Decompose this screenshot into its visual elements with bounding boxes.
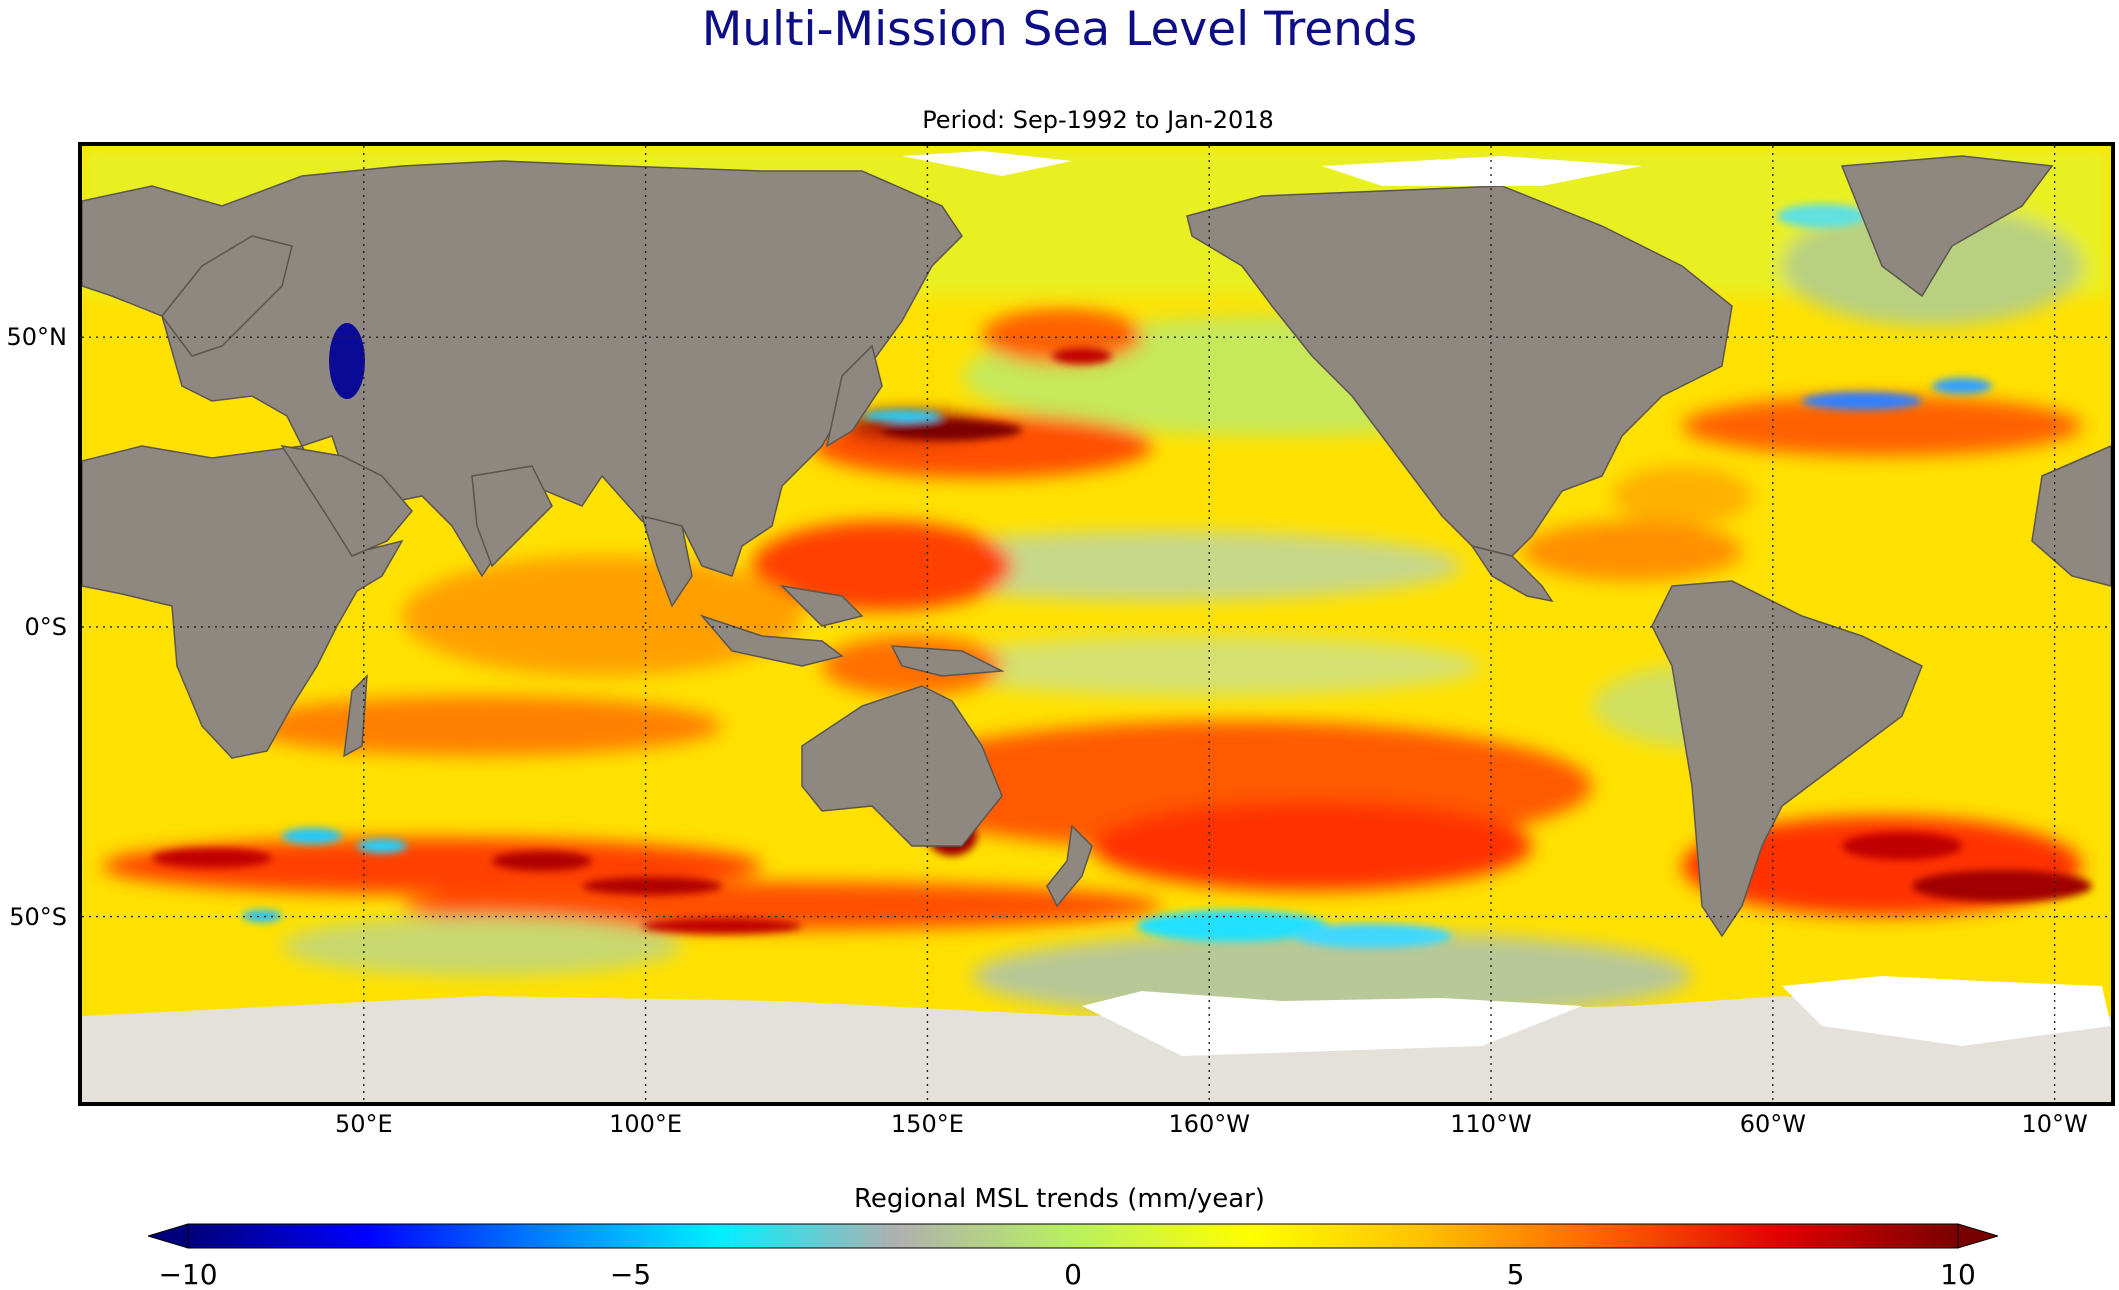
colorbar-extend-max bbox=[1957, 1223, 1998, 1249]
caspian-sea bbox=[329, 323, 365, 399]
colorbar-gradient bbox=[187, 1223, 1959, 1249]
latitude-label: 50°N bbox=[6, 323, 68, 352]
sea-level-trend-map bbox=[78, 142, 2115, 1106]
colorbar-extend-min bbox=[148, 1223, 189, 1249]
colorbar-tick-label: −10 bbox=[158, 1258, 218, 1290]
ice-mask bbox=[902, 151, 2111, 1056]
colorbar-tick-label: −5 bbox=[609, 1258, 652, 1290]
map-title: Multi-Mission Sea Level Trends bbox=[701, 2, 1418, 57]
graticule bbox=[82, 146, 2111, 1102]
longitude-label: 150°E bbox=[890, 1110, 964, 1138]
land-masses bbox=[82, 155, 2111, 1102]
colorbar bbox=[148, 1223, 1998, 1249]
longitude-label: 50°E bbox=[334, 1110, 393, 1138]
map-canvas bbox=[82, 146, 2111, 1102]
longitude-label: 160°W bbox=[1168, 1110, 1250, 1138]
period-subtitle: Period: Sep-1992 to Jan-2018 bbox=[922, 106, 1274, 134]
longitude-label: 10°W bbox=[2021, 1110, 2088, 1138]
colorbar-tick-label: 5 bbox=[1506, 1258, 1525, 1290]
colorbar-label: Regional MSL trends (mm/year) bbox=[854, 1184, 1265, 1214]
longitude-label: 100°E bbox=[609, 1110, 683, 1138]
latitude-label: 0°S bbox=[24, 612, 67, 641]
longitude-label: 110°W bbox=[1450, 1110, 1532, 1138]
latitude-label: 50°S bbox=[9, 902, 67, 931]
colorbar-tick-label: 0 bbox=[1064, 1258, 1082, 1290]
longitude-label: 60°W bbox=[1739, 1110, 1806, 1138]
colorbar-tick-label: 10 bbox=[1940, 1258, 1976, 1290]
